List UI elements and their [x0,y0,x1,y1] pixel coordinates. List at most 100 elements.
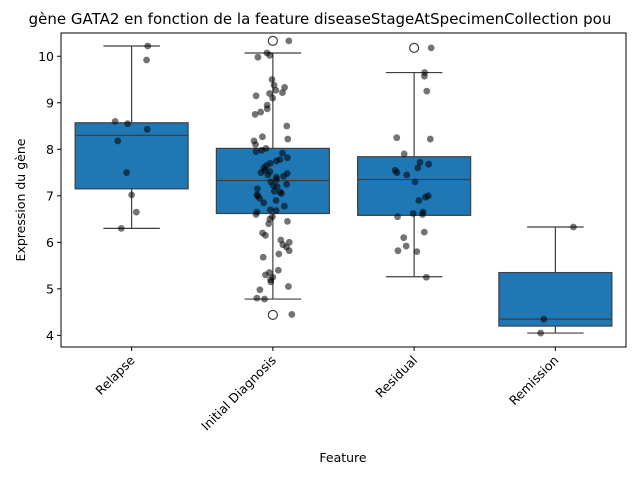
data-point [266,206,274,214]
data-point [128,191,136,199]
data-point [268,76,276,83]
x-tick-label: Relapse [92,352,138,398]
data-point [270,81,278,89]
data-point [253,185,261,193]
data-point [143,56,150,64]
x-tick-label: Remission [506,353,562,409]
strip-points [250,37,296,318]
data-point [402,242,410,250]
y-tick-label: 9 [46,95,54,110]
data-point [279,149,286,157]
data-point [251,111,259,118]
data-point [415,197,423,204]
plot-area [74,35,613,337]
y-axis-label: Expression du gène [13,138,28,261]
data-point [259,253,267,261]
data-point [252,141,259,149]
box-group [357,42,472,278]
data-point [403,171,411,179]
data-point [256,286,264,294]
data-point [124,120,131,128]
data-point [123,169,131,176]
data-point [570,223,577,231]
strip-points [111,42,152,232]
data-point [279,89,286,96]
data-point [394,247,402,255]
data-point [400,150,408,158]
data-point [281,84,288,91]
outlier-marker [267,309,278,321]
data-point [256,194,263,202]
data-point [284,154,291,162]
data-point [423,87,431,95]
data-point [414,164,422,172]
y-tick-label: 7 [46,188,54,203]
data-point [421,72,428,80]
data-point [420,228,428,236]
data-point [409,210,417,217]
strip-points [391,44,435,281]
data-point [273,176,280,183]
data-point [275,250,283,258]
data-point [288,311,296,318]
y-tick-label: 4 [46,328,54,343]
data-point [262,271,269,279]
data-point [253,294,261,302]
box-group [498,226,613,334]
data-point [111,117,119,125]
data-point [266,51,274,59]
data-point [263,105,271,113]
x-axis-label: Feature [319,450,367,465]
data-point [114,137,122,145]
data-point [272,207,280,215]
data-point [274,266,282,274]
data-point [252,148,260,156]
data-point [280,172,287,180]
data-point [425,160,433,168]
data-point [284,135,292,143]
iqr-box [357,156,472,216]
box-group [74,45,189,229]
data-point [394,213,401,221]
y-axis: 4 5 6 7 8 9 10 [38,49,61,343]
data-point [270,187,278,195]
data-point [284,218,291,225]
data-point [400,234,408,242]
data-point [273,157,280,165]
data-point [259,133,266,141]
data-point [267,278,275,286]
data-point [537,329,545,337]
data-point [264,171,272,179]
data-point [261,295,268,303]
plot-frame [60,32,627,348]
data-point [283,180,291,188]
data-point [260,199,268,207]
data-point [413,248,421,256]
data-point [258,146,266,154]
data-point [426,135,434,143]
y-tick-label: 5 [46,281,54,296]
data-point [411,178,419,186]
data-point [422,273,430,281]
outlier-marker [267,35,278,47]
data-point [285,283,292,290]
outlier-marker [409,42,420,53]
data-point [422,193,429,201]
data-point [285,247,293,255]
data-point [427,44,435,52]
y-tick-label: 6 [46,235,54,250]
iqr-box [74,122,189,190]
data-point [252,211,260,218]
x-tick-label: Initial Diagnosis [198,353,279,434]
data-point [257,108,265,116]
data-point [269,94,277,102]
data-point [262,231,269,239]
data-point [393,169,401,176]
data-point [117,224,125,232]
x-axis: Relapse Initial Diagnosis Residual Remissio… [92,347,561,433]
data-point [540,315,548,323]
data-point [278,190,285,197]
data-point [285,37,293,45]
data-point [393,134,401,142]
